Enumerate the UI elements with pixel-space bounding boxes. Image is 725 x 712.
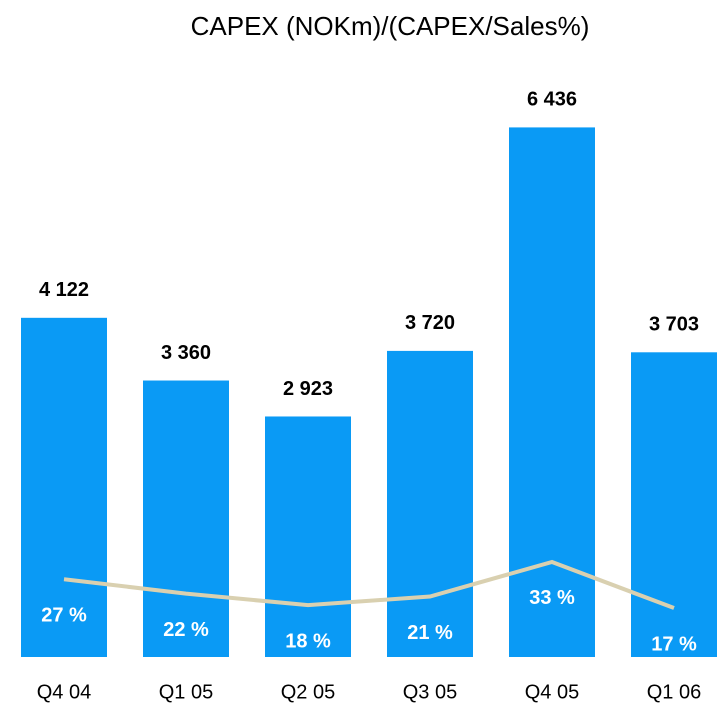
value-label: 33 % bbox=[529, 587, 575, 609]
x-tick-label: Q4 04 bbox=[37, 681, 91, 703]
bar bbox=[509, 127, 595, 658]
value-label: 22 % bbox=[163, 619, 209, 641]
bar bbox=[143, 380, 229, 657]
value-label: 3 360 bbox=[161, 342, 211, 364]
bar bbox=[631, 352, 717, 657]
chart-title: CAPEX (NOKm)/(CAPEX/Sales%) bbox=[191, 11, 590, 41]
bar bbox=[21, 317, 107, 657]
x-tick-label: Q4 05 bbox=[525, 681, 579, 703]
value-label: 2 923 bbox=[283, 378, 333, 400]
x-tick-label: Q3 05 bbox=[403, 681, 457, 703]
line bbox=[63, 559, 675, 610]
value-label: 4 122 bbox=[39, 279, 89, 301]
value-label: 27 % bbox=[41, 605, 87, 627]
x-tick-label: Q1 06 bbox=[647, 681, 701, 703]
x-tick-label: Q2 05 bbox=[281, 681, 335, 703]
x-tick-label: Q1 05 bbox=[159, 681, 213, 703]
value-label: 17 % bbox=[651, 633, 697, 655]
value-label: 6 436 bbox=[527, 89, 577, 111]
bar bbox=[387, 350, 473, 657]
bar bbox=[265, 416, 351, 657]
value-label: 3 703 bbox=[649, 314, 699, 336]
value-label: 3 720 bbox=[405, 312, 455, 334]
value-label: 18 % bbox=[285, 630, 331, 652]
value-label: 21 % bbox=[407, 622, 453, 644]
